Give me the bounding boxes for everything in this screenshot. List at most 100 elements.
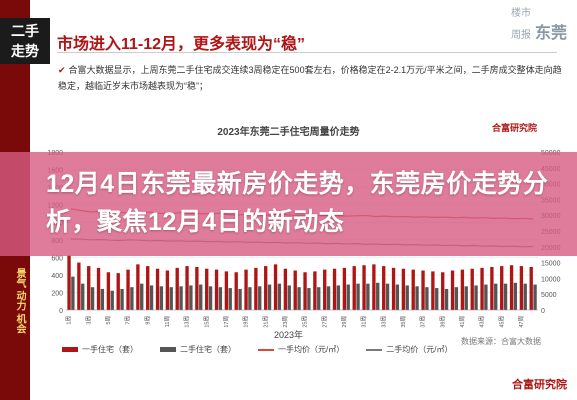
watermark-brand: 东莞 <box>534 25 567 42</box>
bar-new-home <box>283 268 288 310</box>
legend-label: 二手住宅（套） <box>180 345 236 354</box>
watermark: 楼市 周报 东莞 <box>511 4 567 43</box>
x-tick-label: 45周 <box>498 316 505 328</box>
bar-resale-home <box>169 287 173 310</box>
bar-new-home <box>529 266 533 310</box>
bar-new-home <box>500 266 504 310</box>
section-tag-text: 二手 走势 <box>11 23 39 59</box>
bar-new-home <box>411 269 415 310</box>
bar-resale-home <box>513 282 518 310</box>
left-vertical-label: 景气 动力 机会 <box>14 268 25 334</box>
bar-new-home <box>155 268 160 310</box>
bar-resale-home <box>159 286 164 310</box>
header-divider <box>57 52 557 53</box>
bar-resale-home <box>90 287 95 310</box>
x-tick-label: 1周 <box>66 316 73 325</box>
bar-new-home <box>214 269 219 310</box>
bar-new-home <box>450 270 455 310</box>
bar-resale-home <box>287 285 291 310</box>
bar-new-home <box>254 267 258 310</box>
x-tick-label: 39周 <box>439 316 446 328</box>
bar-resale-home <box>120 288 124 310</box>
bar-resale-home <box>346 284 350 310</box>
bar-resale-home <box>218 287 223 310</box>
x-tick-label: 27周 <box>321 316 328 328</box>
bar-new-home <box>234 272 238 310</box>
bar-new-home <box>431 271 435 310</box>
bar-resale-home <box>277 283 282 310</box>
bar-new-home <box>323 269 327 310</box>
y-right-tick-label: 15000 <box>541 261 561 268</box>
x-tick-label: 5周 <box>105 316 112 325</box>
page-title: 市场进入11-12月，更多表现为“稳” <box>57 36 306 53</box>
data-source: 数据来源：合富大数据 <box>461 337 541 346</box>
headline-text[interactable]: 12月4日东莞最新房价走势，东莞房价走势分析，聚焦12月4日的新动态 <box>46 170 549 236</box>
bar-new-home <box>441 272 445 310</box>
bar-resale-home <box>317 287 321 310</box>
bar-resale-home <box>307 288 311 310</box>
bar-resale-home <box>208 286 213 310</box>
bar-resale-home <box>140 283 144 310</box>
bar-resale-home <box>100 288 105 310</box>
bar-resale-home <box>484 284 488 310</box>
bar-resale-home <box>425 287 429 310</box>
bar-new-home <box>264 266 268 310</box>
bar-new-home <box>185 266 189 310</box>
bar-resale-home <box>228 288 232 310</box>
bar-resale-home <box>366 283 370 310</box>
bar-resale-home <box>248 287 252 310</box>
bar-new-home <box>87 266 91 310</box>
bar-new-home <box>77 262 81 310</box>
legend-item: 二手均价（元/㎡） <box>366 344 452 355</box>
x-tick-label: 43周 <box>479 316 486 328</box>
bar-resale-home <box>523 283 527 310</box>
bar-new-home <box>362 265 366 310</box>
brand-logo-bottom: 合富研究院 <box>512 379 567 391</box>
bar-resale-home <box>179 286 183 310</box>
bar-new-home <box>342 267 347 310</box>
bar-resale-home <box>435 288 439 310</box>
bar-new-home <box>509 265 514 310</box>
bar-resale-home <box>415 286 419 310</box>
x-tick-label: 9周 <box>144 316 151 325</box>
legend-swatch <box>160 347 176 352</box>
watermark-small: 楼市 周报 <box>510 8 531 41</box>
bar-new-home <box>106 272 111 310</box>
headline-banner <box>0 152 577 256</box>
legend-swatch <box>62 347 78 352</box>
summary-note-text: 合富大数据显示，上周东莞二手住宅成交连续3周稳定在500套左右，价格稳定在2-2… <box>58 65 562 91</box>
brand-logo: 合富研究院 <box>491 123 537 133</box>
bar-resale-home <box>297 287 301 310</box>
x-tick-label: 47周 <box>518 316 525 328</box>
x-tick-label: 33周 <box>380 316 387 328</box>
x-tick-label: 3周 <box>85 316 92 325</box>
bar-resale-home <box>395 284 400 310</box>
x-tick-label: 13周 <box>184 316 191 328</box>
bar-new-home <box>273 264 278 310</box>
bar-new-home <box>136 264 140 310</box>
bar-resale-home <box>356 283 360 310</box>
chart-legend: 一手住宅（套） 二手住宅（套） 一手均价（元/㎡） 二手均价（元/㎡） <box>62 344 452 355</box>
x-tick-label: 25周 <box>302 316 309 328</box>
bar-new-home <box>126 269 130 310</box>
bar-resale-home <box>238 288 242 310</box>
bar-resale-home <box>464 286 468 310</box>
x-tick-label: 37周 <box>420 316 427 328</box>
x-tick-label: 31周 <box>361 316 368 328</box>
bar-resale-home <box>149 285 154 310</box>
bar-new-home <box>96 267 101 310</box>
x-tick-label: 11周 <box>164 316 171 327</box>
bar-resale-home <box>405 285 409 310</box>
x-tick-label: 7周 <box>125 316 132 325</box>
bar-resale-home <box>267 284 272 310</box>
y-left-tick-label: 0 <box>59 308 63 315</box>
legend-swatch <box>258 348 274 351</box>
bar-new-home <box>165 270 170 310</box>
bar-resale-home <box>385 283 390 310</box>
bar-new-home <box>460 269 465 310</box>
section-tag: 二手 走势 <box>0 18 50 64</box>
legend-label: 一手均价（元/㎡） <box>278 345 345 354</box>
bar-resale-home <box>110 290 114 310</box>
bar-resale-home <box>494 283 498 310</box>
bar-resale-home <box>258 286 262 310</box>
